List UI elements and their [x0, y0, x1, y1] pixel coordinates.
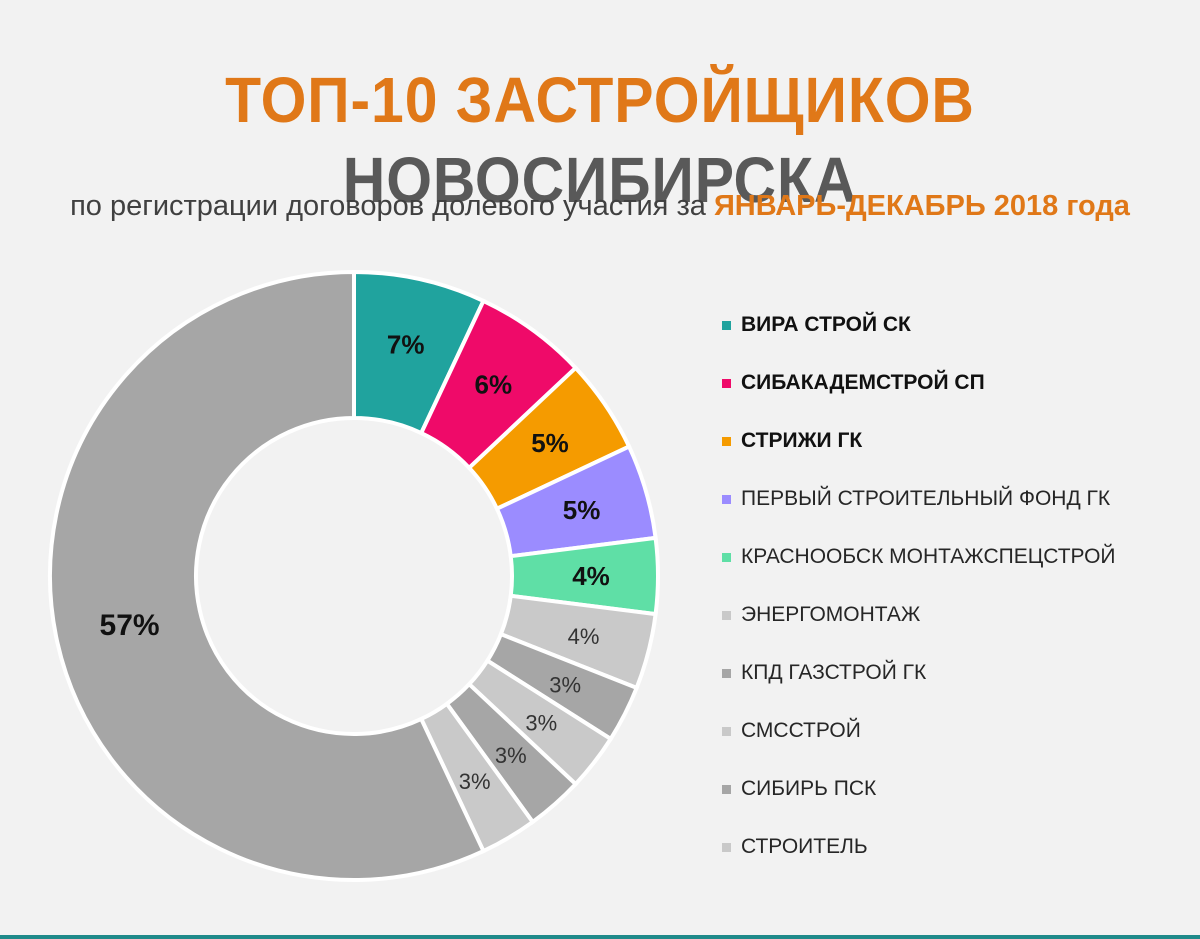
legend-label: СТРИЖИ ГК — [741, 429, 863, 452]
legend-swatch — [722, 784, 731, 794]
legend-item: ВИРА СТРОЙ СК — [722, 296, 1116, 354]
legend-label: ЭНЕРГОМОНТАЖ — [741, 603, 921, 626]
slice-label: 4% — [572, 561, 610, 591]
title-part-gray: НОВОСИБИРСКА — [342, 144, 858, 216]
slice-label: 7% — [387, 330, 425, 360]
slice-label: 5% — [563, 495, 601, 525]
legend-label: СИБАКАДЕМСТРОЙ СП — [741, 371, 985, 394]
page-title: ТОП-10 ЗАСТРОЙЩИКОВ НОВОСИБИРСКА — [48, 60, 1152, 220]
legend-swatch — [722, 842, 731, 852]
slice-label: 57% — [100, 609, 160, 642]
legend-item: СТРОИТЕЛЬ — [722, 818, 1116, 876]
legend-label: КПД ГАЗСТРОЙ ГК — [741, 661, 927, 684]
legend-label: СИБИРЬ ПСК — [741, 777, 877, 800]
slice-label: 5% — [531, 428, 569, 458]
legend-item: СТРИЖИ ГК — [722, 412, 1116, 470]
slice-label: 3% — [459, 769, 491, 794]
legend-label: ВИРА СТРОЙ СК — [741, 313, 911, 336]
legend-swatch — [722, 610, 731, 620]
legend-swatch — [722, 494, 731, 504]
legend-item: КРАСНООБСК МОНТАЖСПЕЦСТРОЙ — [722, 528, 1116, 586]
legend-swatch — [722, 378, 731, 388]
legend-item: СМССТРОЙ — [722, 702, 1116, 760]
legend-label: ПЕРВЫЙ СТРОИТЕЛЬНЫЙ ФОНД ГК — [741, 487, 1111, 510]
legend-item: СИБИРЬ ПСК — [722, 760, 1116, 818]
slice-label: 3% — [549, 673, 581, 698]
legend-swatch — [722, 320, 731, 330]
chart-legend: ВИРА СТРОЙ СК СИБАКАДЕМСТРОЙ СП СТРИЖИ ГК П… — [722, 296, 1116, 876]
slice-label: 3% — [525, 710, 557, 735]
legend-item: ПЕРВЫЙ СТРОИТЕЛЬНЫЙ ФОНД ГК — [722, 470, 1116, 528]
legend-label: КРАСНООБСК МОНТАЖСПЕЦСТРОЙ — [741, 545, 1116, 568]
donut-slice — [48, 269, 487, 882]
subtitle-period: ЯНВАРЬ-ДЕКАБРЬ 2018 года — [713, 190, 1130, 222]
slice-label: 6% — [475, 369, 513, 399]
bottom-divider — [0, 935, 1200, 939]
subtitle-text: по регистрации договоров долевого участи… — [70, 190, 706, 222]
legend-swatch — [722, 668, 731, 678]
slice-label: 4% — [568, 624, 600, 649]
legend-item: КПД ГАЗСТРОЙ ГК — [722, 644, 1116, 702]
legend-swatch — [722, 436, 731, 446]
legend-label: СТРОИТЕЛЬ — [741, 835, 868, 858]
slice-label: 3% — [495, 743, 527, 768]
legend-swatch — [722, 552, 731, 562]
title-part-orange: ТОП-10 ЗАСТРОЙЩИКОВ — [225, 64, 975, 136]
legend-item: СИБАКАДЕМСТРОЙ СП — [722, 354, 1116, 412]
page-subtitle: по регистрации договоров долевого участи… — [0, 186, 1200, 226]
legend-label: СМССТРОЙ — [741, 719, 861, 742]
legend-swatch — [722, 726, 731, 736]
legend-item: ЭНЕРГОМОНТАЖ — [722, 586, 1116, 644]
